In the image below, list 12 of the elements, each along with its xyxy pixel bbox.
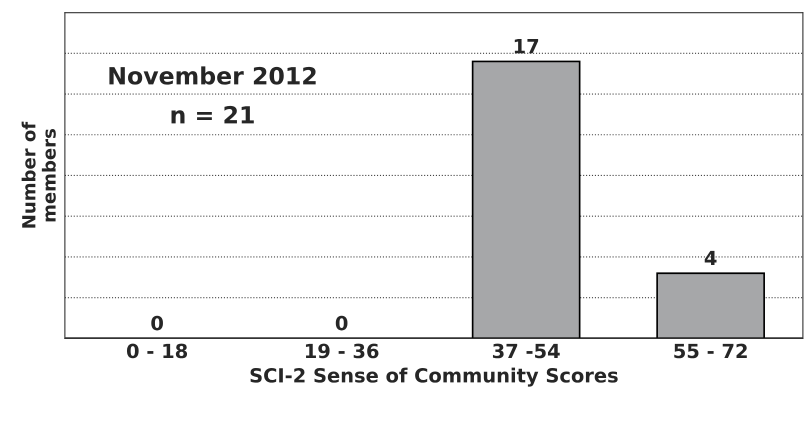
x-tick-label: 37 -54	[492, 344, 560, 358]
x-tick-label: 0 - 18	[126, 344, 188, 358]
chart-title: November 2012	[109, 66, 316, 85]
x-tick-label: 55 - 72	[674, 344, 747, 358]
data-label: 0	[151, 316, 163, 330]
text: n = 21	[172, 106, 254, 124]
x-tick-label: 19 - 36	[306, 344, 378, 358]
data-label: 17	[514, 39, 538, 54]
x-axis-title: SCI-2 Sense of Community Scores	[250, 368, 618, 387]
data-label: 0	[336, 316, 348, 330]
data-label: 4	[704, 250, 717, 266]
y-axis-title: Number of members	[22, 122, 56, 228]
